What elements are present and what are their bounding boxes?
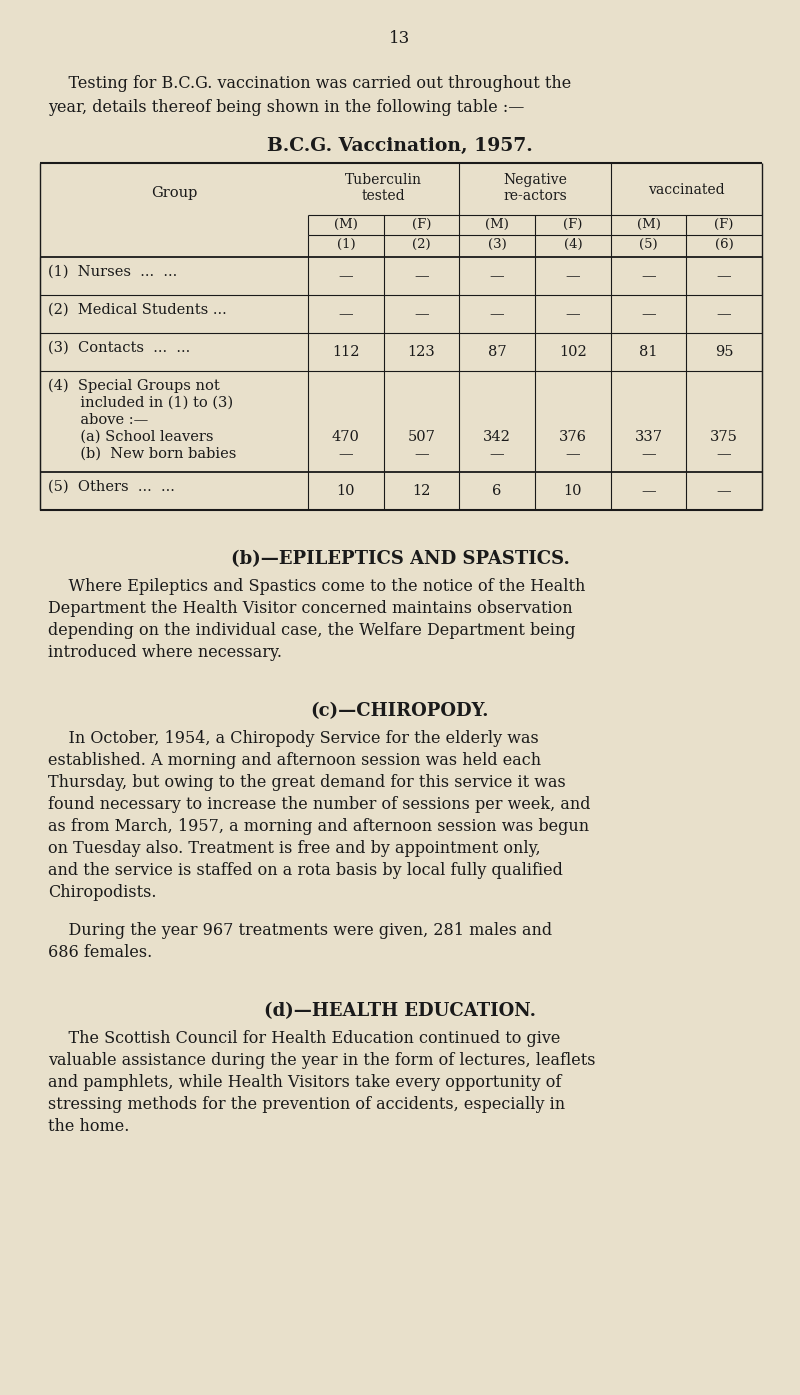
Text: (M): (M) [637, 218, 661, 232]
Text: —: — [717, 307, 731, 321]
Text: —: — [717, 446, 731, 460]
Text: (2): (2) [412, 239, 431, 251]
Text: and pamphlets, while Health Visitors take every opportunity of: and pamphlets, while Health Visitors tak… [48, 1074, 562, 1091]
Text: The Scottish Council for Health Education continued to give: The Scottish Council for Health Educatio… [48, 1030, 560, 1048]
Text: Tuberculin: Tuberculin [345, 173, 422, 187]
Text: —: — [338, 269, 353, 283]
Text: (M): (M) [486, 218, 509, 232]
Text: B.C.G. Vaccination, 1957.: B.C.G. Vaccination, 1957. [267, 137, 533, 155]
Text: —: — [414, 269, 429, 283]
Text: (a) School leavers: (a) School leavers [48, 430, 214, 444]
Text: (F): (F) [412, 218, 431, 232]
Text: —: — [338, 307, 353, 321]
Text: 123: 123 [408, 345, 435, 359]
Text: Where Epileptics and Spastics come to the notice of the Health: Where Epileptics and Spastics come to th… [48, 578, 586, 596]
Text: —: — [641, 269, 656, 283]
Text: (F): (F) [563, 218, 582, 232]
Text: (5)  Others  ...  ...: (5) Others ... ... [48, 480, 175, 494]
Text: —: — [566, 446, 580, 460]
Text: —: — [717, 269, 731, 283]
Text: found necessary to increase the number of sessions per week, and: found necessary to increase the number o… [48, 797, 590, 813]
Text: During the year 967 treatments were given, 281 males and: During the year 967 treatments were give… [48, 922, 552, 939]
Text: 81: 81 [639, 345, 658, 359]
Text: (c)—CHIROPODY.: (c)—CHIROPODY. [310, 702, 490, 720]
Text: as from March, 1957, a morning and afternoon session was begun: as from March, 1957, a morning and after… [48, 817, 589, 836]
Text: Group: Group [151, 186, 197, 199]
Text: 342: 342 [483, 430, 511, 444]
Text: 112: 112 [332, 345, 359, 359]
Text: re-actors: re-actors [503, 188, 567, 204]
Text: (M): (M) [334, 218, 358, 232]
Text: (2)  Medical Students ...: (2) Medical Students ... [48, 303, 226, 317]
Text: 470: 470 [332, 430, 360, 444]
Text: and the service is staffed on a rota basis by local fully qualified: and the service is staffed on a rota bas… [48, 862, 563, 879]
Text: (b)—EPILEPTICS AND SPASTICS.: (b)—EPILEPTICS AND SPASTICS. [230, 550, 570, 568]
Text: 10: 10 [563, 484, 582, 498]
Text: introduced where necessary.: introduced where necessary. [48, 644, 282, 661]
Text: Thursday, but owing to the great demand for this service it was: Thursday, but owing to the great demand … [48, 774, 566, 791]
Text: 686 females.: 686 females. [48, 944, 152, 961]
Text: 337: 337 [634, 430, 662, 444]
Text: included in (1) to (3): included in (1) to (3) [48, 396, 233, 410]
Text: (3): (3) [488, 239, 506, 251]
Text: Department the Health Visitor concerned maintains observation: Department the Health Visitor concerned … [48, 600, 573, 617]
Text: 12: 12 [412, 484, 430, 498]
Text: (4): (4) [563, 239, 582, 251]
Text: (b)  New born babies: (b) New born babies [48, 446, 236, 460]
Text: stressing methods for the prevention of accidents, especially in: stressing methods for the prevention of … [48, 1096, 565, 1113]
Text: —: — [566, 269, 580, 283]
Text: —: — [641, 484, 656, 498]
Text: (3)  Contacts  ...  ...: (3) Contacts ... ... [48, 340, 190, 354]
Text: 95: 95 [715, 345, 734, 359]
Text: (1)  Nurses  ...  ...: (1) Nurses ... ... [48, 265, 178, 279]
Text: (6): (6) [714, 239, 734, 251]
Text: Chiropodists.: Chiropodists. [48, 884, 157, 901]
Text: (5): (5) [639, 239, 658, 251]
Text: —: — [641, 307, 656, 321]
Text: —: — [490, 269, 505, 283]
Text: Negative: Negative [503, 173, 567, 187]
Text: —: — [414, 307, 429, 321]
Text: the home.: the home. [48, 1117, 130, 1136]
Text: 375: 375 [710, 430, 738, 444]
Text: —: — [414, 446, 429, 460]
Text: valuable assistance during the year in the form of lectures, leaflets: valuable assistance during the year in t… [48, 1052, 595, 1069]
Text: —: — [490, 446, 505, 460]
Text: depending on the individual case, the Welfare Department being: depending on the individual case, the We… [48, 622, 575, 639]
Text: tested: tested [362, 188, 406, 204]
Text: —: — [641, 446, 656, 460]
Text: 507: 507 [407, 430, 435, 444]
Text: 6: 6 [493, 484, 502, 498]
Text: vaccinated: vaccinated [648, 183, 725, 197]
Text: on Tuesday also. Treatment is free and by appointment only,: on Tuesday also. Treatment is free and b… [48, 840, 541, 857]
Text: Testing for B.C.G. vaccination was carried out throughout the: Testing for B.C.G. vaccination was carri… [48, 75, 571, 92]
Text: 10: 10 [337, 484, 355, 498]
Text: 102: 102 [559, 345, 586, 359]
Text: (d)—HEALTH EDUCATION.: (d)—HEALTH EDUCATION. [264, 1002, 536, 1020]
Text: (4)  Special Groups not: (4) Special Groups not [48, 379, 220, 393]
Text: year, details thereof being shown in the following table :—: year, details thereof being shown in the… [48, 99, 524, 116]
Text: (F): (F) [714, 218, 734, 232]
Text: 13: 13 [390, 31, 410, 47]
Text: In October, 1954, a Chiropody Service for the elderly was: In October, 1954, a Chiropody Service fo… [48, 730, 538, 746]
Text: established. A morning and afternoon session was held each: established. A morning and afternoon ses… [48, 752, 541, 769]
Text: —: — [717, 484, 731, 498]
Text: —: — [566, 307, 580, 321]
Text: (1): (1) [337, 239, 355, 251]
Text: —: — [338, 446, 353, 460]
Text: 376: 376 [559, 430, 587, 444]
Text: 87: 87 [488, 345, 506, 359]
Text: above :—: above :— [48, 413, 148, 427]
Text: —: — [490, 307, 505, 321]
